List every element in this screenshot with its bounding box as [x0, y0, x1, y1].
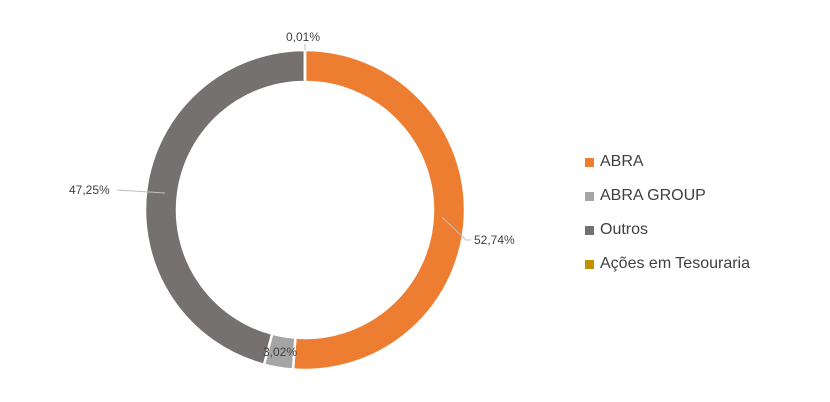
data-label-acoes-em-tesouraria: 0,01% [286, 30, 320, 44]
legend-label-acoes-em-tesouraria: Ações em Tesouraria [600, 255, 750, 272]
chart-legend: ABRA ABRA GROUP Outros Ações em Tesourar… [585, 145, 750, 281]
legend-swatch-abra [585, 157, 594, 167]
data-label-outros: 47,25% [69, 183, 110, 197]
data-label-abra-group: 3,02% [263, 345, 297, 359]
slice-outros [143, 48, 307, 367]
legend-label-abra-group: ABRA GROUP [600, 187, 706, 204]
legend-swatch-abra-group [585, 191, 594, 201]
legend-label-abra: ABRA [600, 153, 644, 170]
leader-outros [116, 189, 166, 194]
donut-slices [143, 48, 467, 372]
slice-abra [291, 48, 467, 372]
legend-swatch-outros [585, 225, 594, 235]
legend-swatch-acoes-em-tesouraria [585, 259, 594, 269]
data-labels: 52,74% 3,02% 47,25% 0,01% [69, 30, 515, 359]
legend-label-outros: Outros [600, 221, 649, 238]
data-label-abra: 52,74% [474, 233, 515, 247]
legend-item-outros: Outros [585, 213, 750, 247]
leader-lines [116, 44, 471, 241]
leader-abra [441, 216, 471, 241]
legend-item-abra-group: ABRA GROUP [585, 179, 750, 213]
legend-item-acoes-em-tesouraria: Ações em Tesouraria [585, 247, 750, 281]
legend-item-abra: ABRA [585, 145, 750, 179]
